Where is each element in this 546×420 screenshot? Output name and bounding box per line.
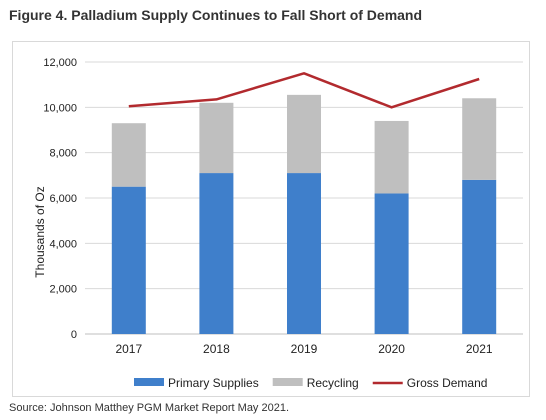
x-tick-labels: 2017 2018 2019 2020 2021: [115, 342, 492, 356]
y-tick-10000: 10,000: [43, 102, 77, 114]
x-tick-2018: 2018: [203, 342, 230, 356]
bar-primary-supplies-2020: [374, 193, 409, 334]
y-tick-2000: 2,000: [49, 284, 77, 296]
y-tick-0: 0: [71, 329, 77, 341]
bar-recycling-2020: [374, 120, 409, 194]
legend: Primary Supplies Recycling Gross Demand: [134, 376, 487, 390]
x-tick-2019: 2019: [291, 342, 318, 356]
bar-recycling-2021: [462, 98, 497, 180]
bar-primary-supplies-2019: [287, 173, 321, 334]
legend-swatch-recycling: [272, 378, 303, 386]
bar-recycling-2018: [199, 102, 234, 174]
bar-primary-supplies-2018: [199, 173, 234, 334]
chart-frame: 0 2,000 4,000 6,000 8,000 10,000 12,000 2017 20…: [12, 41, 530, 397]
demand-line: [128, 72, 480, 109]
source-note: Source: Johnson Matthey PGM Market Repor…: [9, 402, 290, 414]
legend-swatch-primary-supplies: [134, 378, 164, 386]
x-tick-2021: 2021: [466, 342, 493, 356]
x-tick-2020: 2020: [378, 342, 405, 356]
bar-recycling-2017: [111, 123, 146, 187]
bar-primary-supplies-2017: [111, 186, 146, 334]
figure-title: Figure 4. Palladium Supply Continues to …: [9, 7, 423, 23]
bar-recycling-2019: [287, 94, 321, 174]
bars: [111, 94, 497, 334]
y-tick-12000: 12,000: [43, 57, 77, 69]
y-tick-labels: 0 2,000 4,000 6,000 8,000 10,000 12,000: [43, 57, 77, 341]
y-tick-6000: 6,000: [49, 193, 77, 205]
legend-label-primary-supplies: Primary Supplies: [168, 376, 259, 390]
y-axis-label: Thousands of Oz: [33, 186, 47, 277]
bar-primary-supplies-2021: [462, 179, 497, 334]
legend-label-recycling: Recycling: [307, 376, 359, 390]
y-tick-4000: 4,000: [49, 238, 77, 250]
y-tick-8000: 8,000: [49, 148, 77, 160]
legend-label-gross-demand: Gross Demand: [407, 376, 488, 390]
line-gross-demand: [128, 72, 480, 109]
x-tick-2017: 2017: [115, 342, 142, 356]
